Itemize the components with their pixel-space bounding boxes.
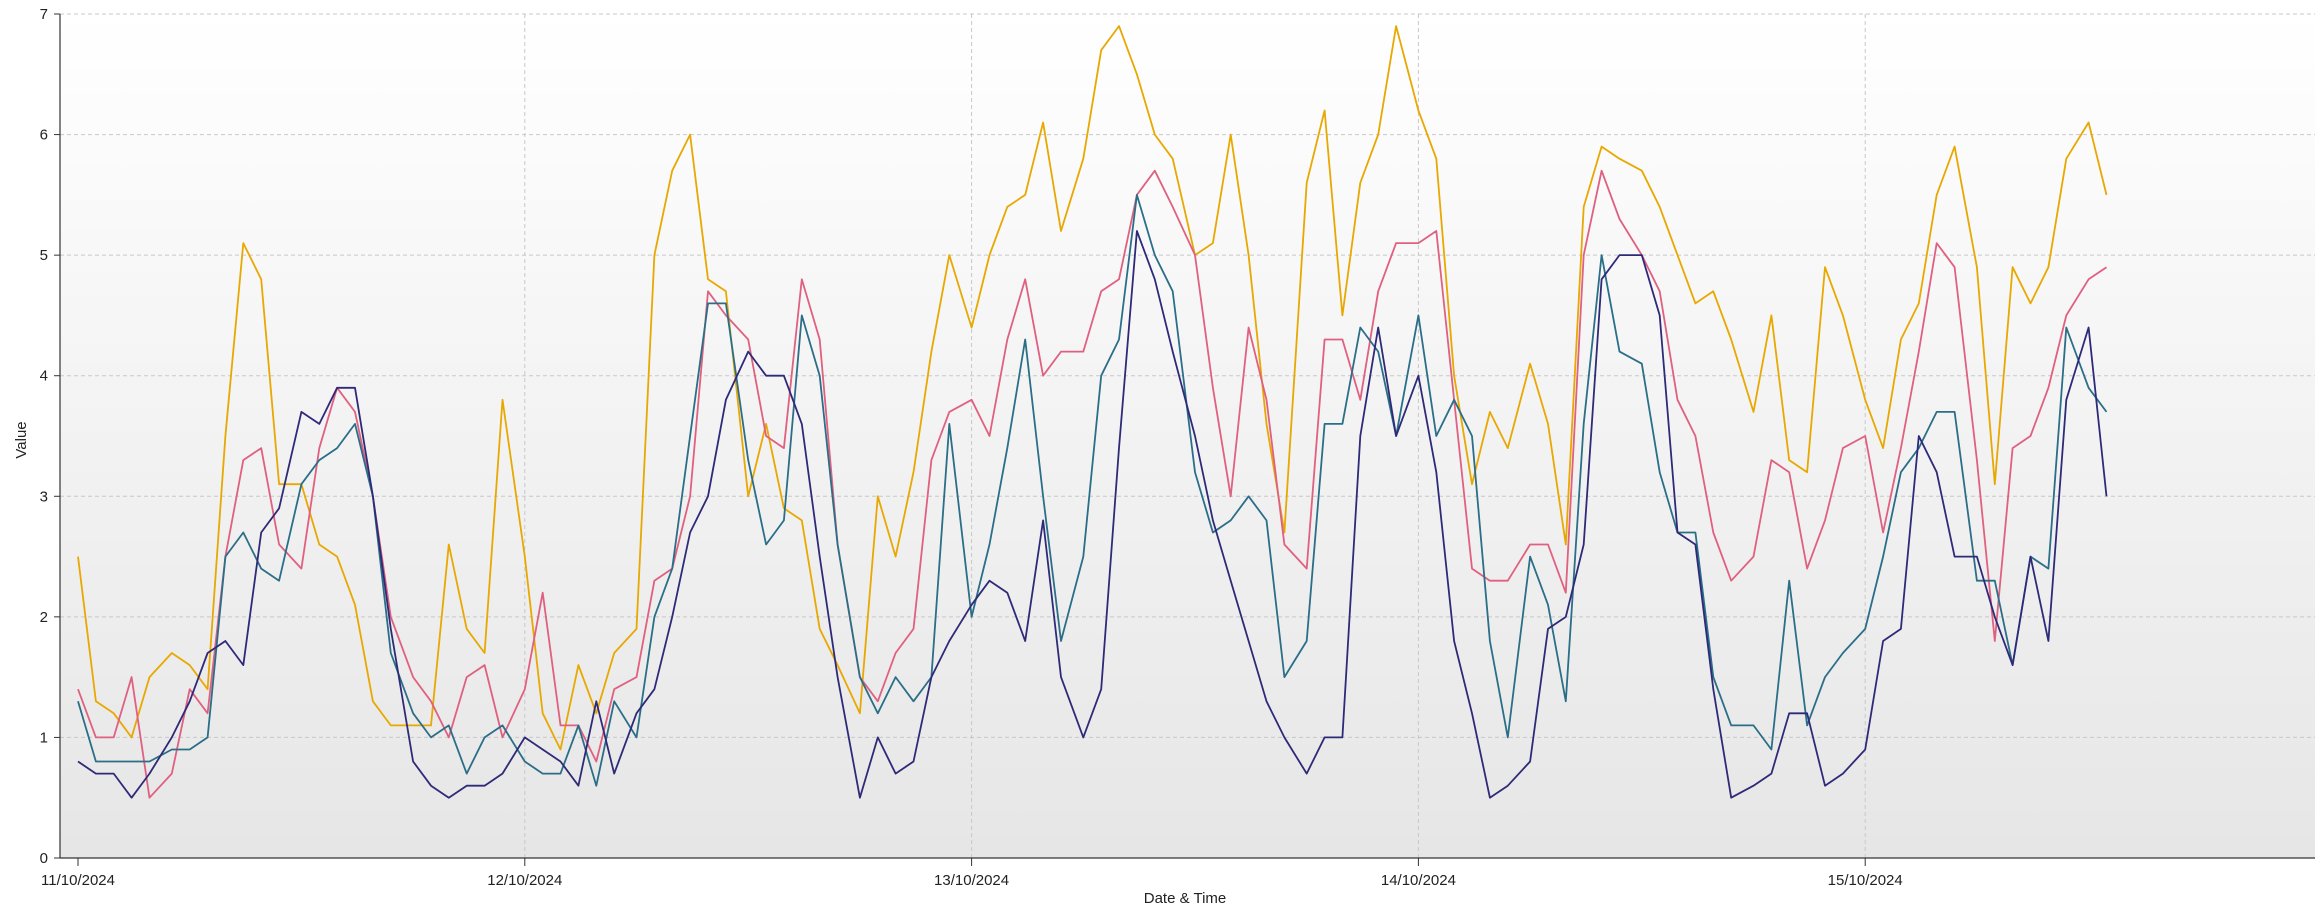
x-tick-label: 12/10/2024 [487,872,562,889]
series-layer [77,25,2108,799]
series-line-4 [77,230,2108,799]
y-tick-label: 5 [40,247,48,264]
y-tick-label: 2 [40,609,48,626]
y-tick-label: 3 [40,488,48,505]
y-tick-label: 6 [40,127,48,144]
x-tick-label: 13/10/2024 [934,872,1009,889]
series-line-3 [77,194,2108,787]
x-tick-label: 14/10/2024 [1381,872,1456,889]
y-tick-label: 1 [40,729,48,746]
x-tick-label: 11/10/2024 [41,872,115,889]
x-tick-label: 15/10/2024 [1828,872,1903,889]
y-tick-label: 0 [40,850,48,867]
grid-layer [60,13,2315,858]
y-axis-label: Value [13,421,30,458]
series-line-1 [77,25,2108,751]
series-line-2 [77,169,2108,799]
plot-background [60,14,2315,858]
x-axis-label: Date & Time [1144,890,1227,907]
y-tick-label: 4 [40,368,48,385]
axis-layer: 0 1 2 3 4 5 6 7 11/10/2024 12/10/2024 13/10/2024 14… [40,6,2315,889]
y-tick-label: 7 [40,6,48,23]
